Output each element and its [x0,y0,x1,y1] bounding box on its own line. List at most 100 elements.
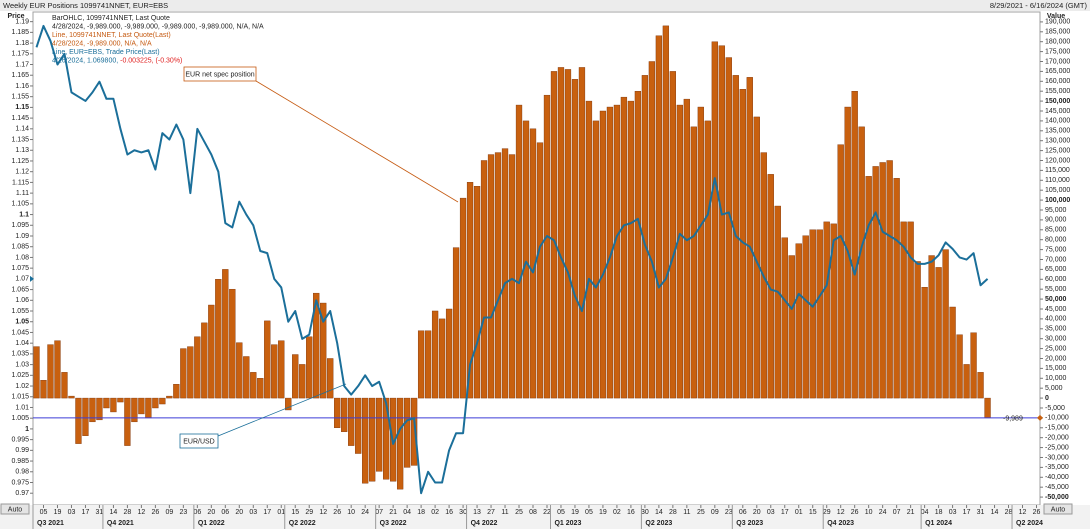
y2-tick-label: 30,000 [1045,336,1067,343]
y-tick-label: 1.03 [15,361,29,368]
y2-tick-label: 160,000 [1045,78,1070,85]
x-tick-label: 13 [473,509,481,516]
bar [327,358,334,399]
annotation-text: EUR/USD [183,438,215,445]
quarter-label: Q2 2022 [289,520,316,527]
x-tick-label: 27 [487,509,495,516]
bar [697,106,704,399]
bar [501,148,509,399]
bar [341,397,348,432]
bar [47,344,54,399]
y-tick-label: 1.04 [15,340,29,347]
bar [648,61,656,399]
y2-tick-label: -20,000 [1045,435,1069,442]
bar [795,243,802,399]
bar [250,372,257,399]
y-tick-label: 1.025 [11,372,29,379]
y-tick-label: 1.12 [15,169,29,176]
y-tick-label: 1.065 [11,286,29,293]
quarter-label: Q1 2023 [554,520,581,527]
bar [40,380,47,399]
y2-tick-label: 175,000 [1045,48,1070,55]
x-tick-label: 03 [249,509,257,516]
x-tick-label: 23 [179,509,187,516]
y-tick-label: 1.165 [11,72,29,79]
bar [494,152,502,399]
bar [466,182,474,399]
info-line: Line, 1099741NNET, Last Quote(Last) [52,32,171,39]
y2-tick-label: 130,000 [1045,138,1070,145]
bar [515,104,523,399]
x-tick-label: 06 [193,509,201,516]
bar [410,397,418,466]
y2-tick-label: 185,000 [1045,29,1070,36]
auto-label[interactable]: Auto [8,506,23,513]
bar [823,221,830,399]
x-tick-label: 06 [739,509,747,516]
y-tick-label: 1.16 [15,83,29,90]
bar [396,397,404,490]
bar [557,67,565,399]
bar [872,166,879,399]
y2-tick-label: 5,000 [1045,385,1063,392]
bar [313,292,320,399]
bar [131,397,138,423]
y-tick-label: 1.11 [16,190,29,197]
bar [68,395,75,399]
x-tick-label: 24 [361,509,369,516]
y-tick-label: 1.05 [15,319,29,326]
annotation-box [183,66,257,82]
bar [159,397,166,405]
y-tick-label: 1.18 [15,40,29,47]
bar [746,77,753,399]
auto-button[interactable] [1043,503,1073,515]
bar [879,162,886,399]
quarter-label: Q2 2023 [645,520,672,527]
y2-tick-label: 95,000 [1045,207,1067,214]
bar [508,154,516,399]
x-tick-label: 11 [501,509,508,516]
info-text: 4/28/2024, -9,989.000, -9,989.000, -9,98… [52,23,264,30]
x-tick-label: 05 [40,509,48,516]
bar [935,267,942,399]
bar [264,320,271,399]
bar [424,330,432,399]
x-tick-label: 20 [753,509,761,516]
y2-tick-label: -25,000 [1045,444,1069,451]
bar [33,346,40,399]
bar [809,229,816,399]
y2-tick-label: 40,000 [1045,316,1067,323]
bar [96,397,103,421]
bar [438,318,446,399]
y-tick-label: 1.055 [11,308,29,315]
y-tick-label: 1.125 [11,158,29,165]
auto-label[interactable]: Auto [1051,506,1066,513]
quarter-label: Q4 2023 [827,520,854,527]
y2-tick-label: 165,000 [1045,68,1070,75]
y2-tick-label: 155,000 [1045,88,1070,95]
x-tick-label: 31 [977,509,985,516]
bar [571,79,579,399]
y-tick-label: 1.185 [11,29,29,36]
auto-button[interactable] [0,503,30,515]
bar [830,223,837,399]
date-range: 8/29/2021 - 6/16/2024 (GMT) [990,1,1088,10]
x-tick-label: 30 [459,509,467,516]
bar [627,100,635,399]
x-tick-label: 23 [725,509,733,516]
x-tick-label: 08 [529,509,537,516]
y-tick-label: 1.105 [11,201,29,208]
info-text: 4/26/2024, 1.069800, [52,57,120,64]
y2-tick-label: 145,000 [1045,108,1070,115]
bar [711,41,718,399]
bar [578,67,586,399]
x-tick-label: 03 [767,509,775,516]
y-tick-label: 1.115 [12,179,29,186]
bar [306,336,313,399]
bar [704,120,711,399]
bar [984,397,991,419]
x-tick-label: 20 [235,509,243,516]
x-tick-label: 19 [54,509,62,516]
y-tick-label: 0.98 [15,469,29,476]
